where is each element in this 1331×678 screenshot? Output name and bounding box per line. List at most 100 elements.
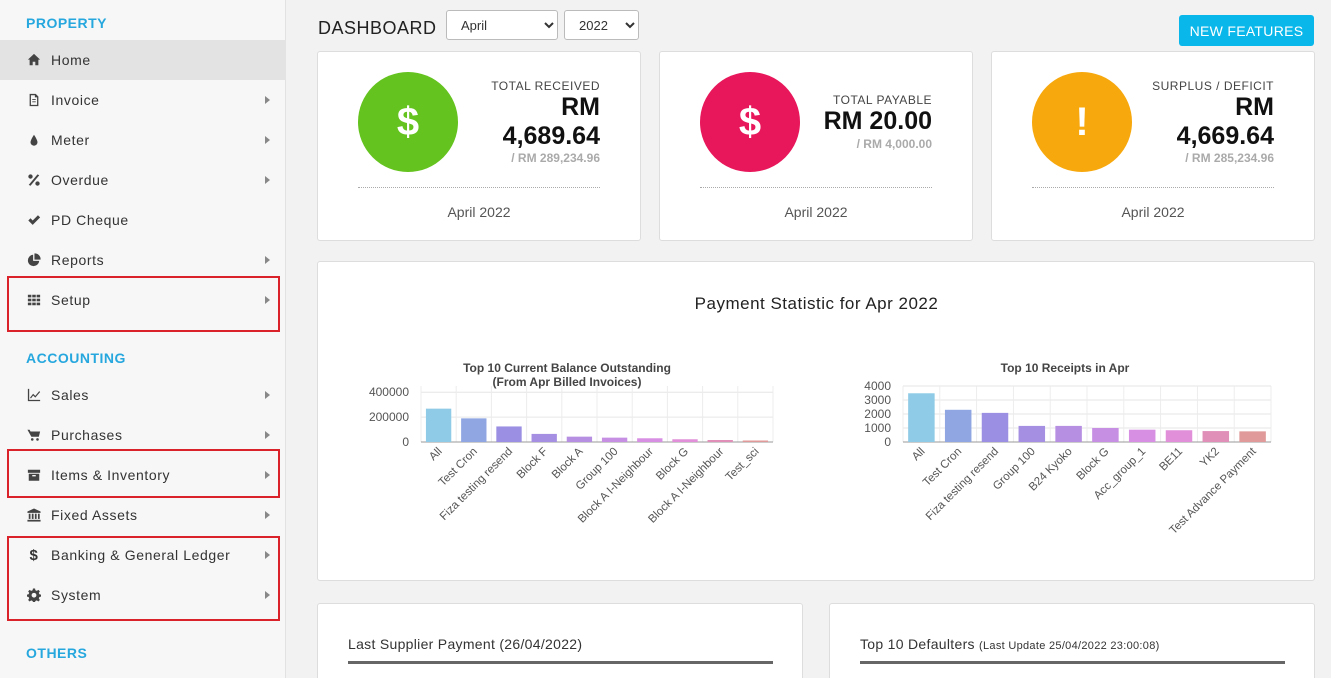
kpi-card-surplus-deficit: ! SURPLUS / DEFICIT RM 4,669.64 / RM 285…: [991, 51, 1315, 241]
kpi-sub-value: / RM 4,000.00: [856, 137, 932, 151]
sidebar-item-label: Fixed Assets: [51, 507, 138, 523]
cart-icon: [26, 427, 42, 443]
y-tick-label: 3000: [864, 393, 891, 407]
y-tick-label: 0: [402, 435, 409, 449]
caret-right-icon: [265, 431, 270, 439]
sidebar-item-banking-general-ledger[interactable]: $ Banking & General Ledger: [0, 535, 286, 575]
bar: [908, 393, 935, 442]
bar: [1128, 429, 1156, 442]
exclamation-icon: !: [1032, 72, 1132, 172]
sidebar-item-purchases[interactable]: Purchases: [0, 415, 286, 455]
kpi-value: 4,669.64: [1176, 122, 1274, 150]
chart-title: Top 10 Receipts in Apr: [1001, 361, 1130, 375]
chart-title: Top 10 Current Balance Outstanding: [463, 361, 671, 375]
kpi-label: TOTAL RECEIVED: [491, 79, 600, 93]
section-title-property: PROPERTY: [26, 15, 108, 31]
new-features-button[interactable]: NEW FEATURES: [1179, 15, 1314, 46]
dollar-icon: $: [29, 546, 39, 564]
caret-right-icon: [265, 256, 270, 264]
sidebar: PROPERTY Home Invoice Meter Overdue PD C…: [0, 0, 286, 678]
kpi-period: April 2022: [784, 204, 848, 220]
kpi-value: RM 20.00: [823, 107, 932, 135]
page-title: DASHBOARD: [318, 18, 437, 38]
caret-right-icon: [265, 591, 270, 599]
bar: [1092, 428, 1119, 442]
sidebar-item-overdue[interactable]: Overdue: [0, 160, 286, 200]
kpi-label: SURPLUS / DEFICIT: [1152, 79, 1274, 93]
caret-right-icon: [265, 471, 270, 479]
kpi-period: April 2022: [1121, 204, 1185, 220]
bar: [496, 426, 522, 442]
sidebar-item-label: Meter: [51, 132, 90, 148]
file-icon: [26, 92, 42, 108]
caret-right-icon: [265, 176, 270, 184]
sidebar-item-reports[interactable]: Reports: [0, 240, 286, 280]
bar: [601, 437, 628, 442]
dollar-icon: $: [700, 72, 800, 172]
panel-divider: [860, 661, 1285, 664]
x-tick-label: Block G: [1075, 446, 1112, 483]
sidebar-item-pd-cheque[interactable]: PD Cheque: [0, 200, 286, 240]
top-defaulters-panel: Top 10 Defaulters (Last Update 25/04/202…: [829, 603, 1315, 678]
payment-charts: Top 10 Current Balance Outstanding(From …: [369, 361, 1272, 537]
kpi-divider: [358, 187, 600, 188]
kpi-period: April 2022: [447, 204, 511, 220]
y-tick-label: 1000: [864, 421, 891, 435]
sidebar-item-label: Setup: [51, 292, 91, 308]
bar: [1202, 431, 1230, 442]
y-tick-label: 4000: [864, 379, 891, 393]
bar: [944, 409, 972, 442]
bar: [672, 439, 698, 442]
kpi-currency: RM: [561, 93, 600, 121]
percent-icon: [26, 172, 42, 188]
y-tick-label: 400000: [369, 385, 409, 399]
sidebar-item-label: Overdue: [51, 172, 109, 188]
drop-icon: [26, 132, 42, 148]
payment-statistic-card: Payment Statistic for Apr 2022 Top 10 Cu…: [317, 261, 1315, 581]
x-tick-label: All: [910, 446, 928, 464]
check-icon: [26, 212, 42, 228]
last-supplier-payment-panel: Last Supplier Payment (26/04/2022): [317, 603, 803, 678]
bar: [637, 438, 663, 442]
x-tick-label: Block F: [515, 446, 551, 482]
payment-statistic-title: Payment Statistic for Apr 2022: [694, 294, 939, 313]
caret-right-icon: [265, 551, 270, 559]
caret-right-icon: [265, 296, 270, 304]
caret-right-icon: [265, 96, 270, 104]
archive-icon: [26, 467, 42, 483]
kpi-sub-value: / RM 289,234.96: [511, 151, 600, 165]
sidebar-item-items-inventory[interactable]: Items & Inventory: [0, 455, 286, 495]
kpi-card-total-received: $ TOTAL RECEIVED RM 4,689.64 / RM 289,23…: [317, 51, 641, 241]
sidebar-item-label: Banking & General Ledger: [51, 547, 231, 563]
pie-chart-icon: [26, 252, 42, 268]
bar: [742, 440, 769, 442]
sidebar-item-fixed-assets[interactable]: Fixed Assets: [0, 495, 286, 535]
sidebar-item-label: Reports: [51, 252, 105, 268]
kpi-currency: RM: [1235, 93, 1274, 121]
x-tick-label: Fiza testing resend: [924, 446, 1001, 523]
kpi-divider: [1032, 187, 1274, 188]
year-select[interactable]: 2022: [564, 10, 639, 40]
bar: [1055, 425, 1082, 442]
y-tick-label: 2000: [864, 407, 891, 421]
x-tick-label: BE11: [1157, 446, 1185, 474]
sidebar-item-setup[interactable]: Setup: [0, 280, 286, 320]
bar: [1239, 431, 1266, 442]
caret-right-icon: [265, 511, 270, 519]
panel-title-text: Top 10 Defaulters: [860, 636, 975, 652]
x-tick-label: Block A: [550, 445, 586, 481]
sidebar-item-home[interactable]: Home: [0, 40, 286, 80]
dollar-icon: $: [358, 72, 458, 172]
section-title-accounting: ACCOUNTING: [26, 350, 126, 366]
sidebar-item-label: Purchases: [51, 427, 123, 443]
chart-title: (From Apr Billed Invoices): [493, 375, 642, 389]
sidebar-item-meter[interactable]: Meter: [0, 120, 286, 160]
bar: [981, 412, 1009, 442]
bar: [707, 440, 733, 442]
month-select[interactable]: April: [446, 10, 558, 40]
sidebar-item-system[interactable]: System: [0, 575, 286, 615]
sidebar-item-label: Items & Inventory: [51, 467, 171, 483]
sidebar-item-invoice[interactable]: Invoice: [0, 80, 286, 120]
sidebar-item-sales[interactable]: Sales: [0, 375, 286, 415]
bar: [531, 433, 557, 442]
